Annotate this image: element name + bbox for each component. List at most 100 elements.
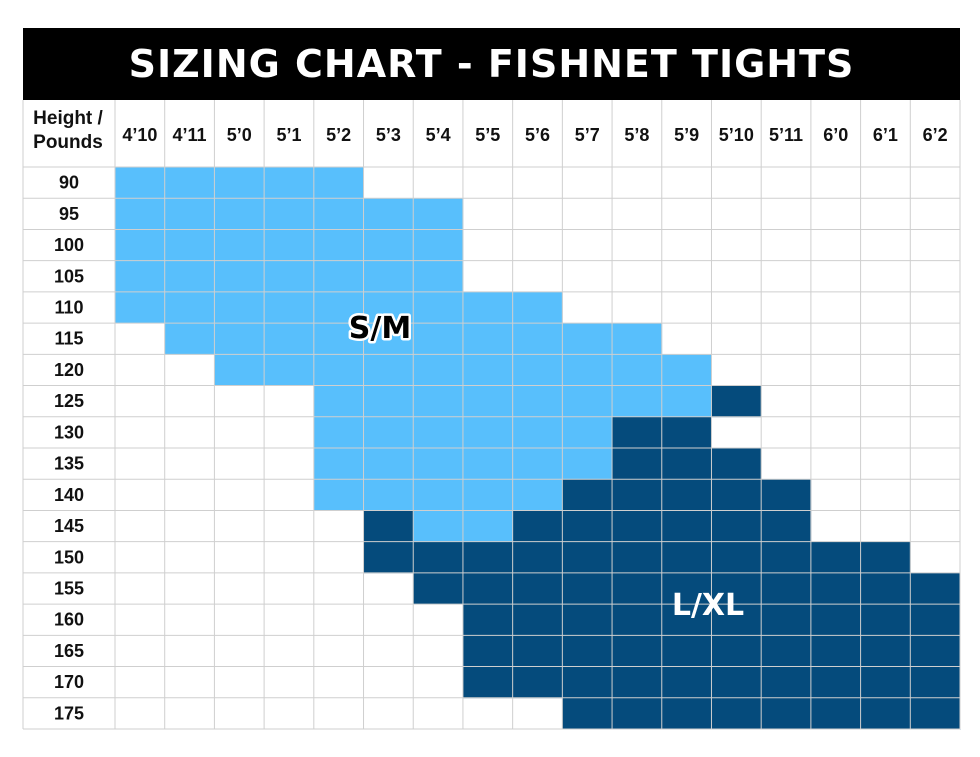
cell-sm-r7-c6 — [413, 385, 464, 418]
cell-lxl-r15-c15 — [860, 635, 911, 667]
cell-lxl-r17-c12 — [711, 697, 762, 730]
cell-sm-r3-c0 — [115, 260, 166, 293]
cell-lxl-r13-c7 — [462, 572, 514, 605]
column-header-height: 6’0 — [823, 125, 848, 145]
cell-sm-r3-c1 — [164, 260, 215, 293]
row-header-pounds: 160 — [54, 610, 84, 630]
cell-sm-r6-c5 — [363, 354, 414, 386]
cell-lxl-r11-c9 — [562, 510, 613, 543]
row-header-pounds: 95 — [59, 204, 79, 224]
cell-lxl-r14-c10 — [612, 604, 663, 636]
cell-lxl-r16-c13 — [761, 666, 812, 699]
cell-lxl-r14-c8 — [512, 604, 563, 636]
cell-lxl-r12-c9 — [562, 541, 613, 574]
cell-lxl-r11-c12 — [711, 510, 762, 543]
cell-lxl-r8-c10 — [612, 416, 663, 449]
cell-lxl-r12-c14 — [810, 541, 861, 574]
row-header-pounds: 90 — [59, 173, 79, 193]
cell-lxl-r12-c12 — [711, 541, 762, 574]
cell-sm-r8-c7 — [462, 416, 514, 449]
cell-sm-r5-c5 — [363, 323, 414, 355]
cell-sm-r5-c2 — [214, 323, 265, 355]
cell-lxl-r10-c9 — [562, 479, 613, 511]
cell-sm-r4-c6 — [413, 291, 464, 324]
cell-lxl-r17-c13 — [761, 697, 812, 730]
labels-layer: 4’10 4’11 5’0 5’1 5’2 5’3 5’4 5’5 5’6 5’7 5’8 5’9 5’… — [33, 108, 947, 723]
cell-lxl-r15-c10 — [612, 635, 663, 667]
cell-lxl-r16-c10 — [612, 666, 663, 699]
cell-sm-r5-c10 — [612, 323, 663, 355]
cell-lxl-r13-c11 — [661, 572, 712, 605]
cell-sm-r4-c8 — [512, 291, 563, 324]
cell-sm-r4-c4 — [313, 291, 364, 324]
cell-sm-r4-c1 — [164, 291, 215, 324]
cell-lxl-r16-c9 — [562, 666, 613, 699]
cell-sm-r8-c6 — [413, 416, 464, 449]
cell-sm-r6-c3 — [264, 354, 315, 386]
cell-sm-r3-c6 — [413, 260, 464, 293]
cell-sm-r7-c8 — [512, 385, 563, 418]
cell-sm-r8-c4 — [313, 416, 364, 449]
column-header-height: 5’4 — [426, 125, 451, 145]
zone-label-sm: S/M — [349, 311, 411, 346]
cell-lxl-r12-c10 — [612, 541, 663, 574]
cell-sm-r1-c4 — [313, 198, 364, 230]
cell-lxl-r16-c7 — [462, 666, 514, 699]
cell-lxl-r12-c11 — [661, 541, 712, 574]
corner-label-line-1: Height / — [33, 108, 103, 129]
cell-sm-r0-c1 — [164, 167, 215, 199]
cell-lxl-r14-c14 — [810, 604, 861, 636]
cell-lxl-r10-c12 — [711, 479, 762, 511]
row-header-pounds: 170 — [54, 672, 84, 692]
column-header-height: 4’11 — [173, 125, 207, 145]
cell-lxl-r14-c9 — [562, 604, 613, 636]
cell-lxl-r17-c10 — [612, 697, 663, 730]
cell-sm-r0-c0 — [115, 167, 166, 199]
cell-sm-r2-c0 — [115, 229, 166, 262]
row-header-pounds: 115 — [54, 329, 83, 349]
cell-sm-r6-c6 — [413, 354, 464, 386]
cell-lxl-r15-c11 — [661, 635, 712, 667]
cell-lxl-r10-c11 — [661, 479, 712, 511]
cell-sm-r1-c2 — [214, 198, 265, 230]
cell-sm-r9-c8 — [512, 448, 563, 480]
cell-lxl-r12-c7 — [462, 541, 514, 574]
cell-sm-r10-c4 — [313, 479, 364, 511]
cell-lxl-r15-c7 — [462, 635, 514, 667]
column-header-height: 5’3 — [376, 125, 401, 145]
cell-lxl-r13-c9 — [562, 572, 613, 605]
row-header-pounds: 155 — [54, 579, 84, 599]
row-header-pounds: 145 — [54, 516, 84, 536]
cell-lxl-r11-c13 — [761, 510, 812, 543]
column-header-height: 6’2 — [923, 125, 948, 145]
cell-lxl-r12-c15 — [860, 541, 911, 574]
row-header-pounds: 175 — [54, 703, 84, 723]
cell-lxl-r17-c9 — [562, 697, 613, 730]
cell-sm-r0-c4 — [313, 167, 364, 199]
cell-sm-r4-c0 — [115, 291, 166, 324]
cell-lxl-r13-c12 — [711, 572, 762, 605]
cell-sm-r7-c11 — [661, 385, 712, 418]
cell-lxl-r14-c11 — [661, 604, 712, 636]
row-header-pounds: 150 — [54, 547, 84, 567]
cell-lxl-r14-c15 — [860, 604, 911, 636]
column-header-height: 5’2 — [326, 125, 351, 145]
zone-label-lxl: L/XL — [672, 588, 744, 623]
cell-sm-r5-c9 — [562, 323, 613, 355]
cell-lxl-r8-c11 — [661, 416, 712, 449]
cell-lxl-r11-c5 — [363, 510, 414, 543]
cell-sm-r6-c7 — [462, 354, 514, 386]
column-header-height: 5’0 — [227, 125, 252, 145]
column-header-height: 5’6 — [525, 125, 550, 145]
cell-lxl-r10-c13 — [761, 479, 812, 511]
cell-lxl-r13-c15 — [860, 572, 911, 605]
column-header-height: 5’8 — [624, 125, 649, 145]
cell-sm-r8-c5 — [363, 416, 414, 449]
cell-lxl-r17-c11 — [661, 697, 712, 730]
row-header-pounds: 110 — [54, 298, 83, 318]
cell-lxl-r17-c14 — [810, 697, 861, 730]
cell-sm-r2-c4 — [313, 229, 364, 262]
cell-sm-r5-c6 — [413, 323, 464, 355]
cell-lxl-r13-c16 — [910, 572, 961, 605]
